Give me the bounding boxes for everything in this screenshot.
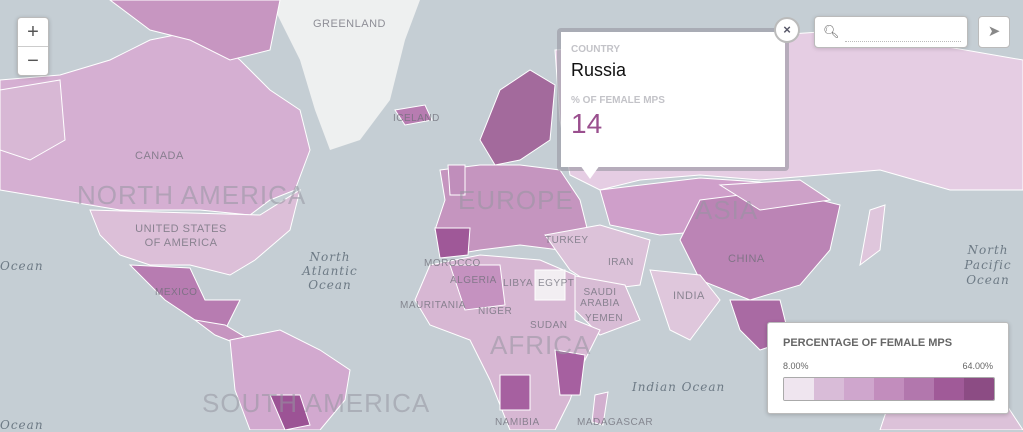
- legend-min: 8.00%: [783, 361, 809, 371]
- zoom-out-button[interactable]: −: [18, 46, 48, 75]
- country-angola: [499, 374, 531, 411]
- label-asia: ASIA: [695, 195, 759, 225]
- label-libya: LIBYA: [503, 278, 534, 289]
- label-niger: NIGER: [478, 306, 513, 317]
- label-greenland: GREENLAND: [313, 18, 386, 30]
- country-popup: COUNTRY Russia % OF FEMALE MPS 14: [557, 28, 789, 171]
- label-north-atlantic: North Atlantic Ocean: [302, 250, 358, 292]
- country-spain: [434, 227, 471, 259]
- canada-islands: [109, 0, 281, 61]
- label-india: INDIA: [673, 290, 705, 302]
- popup-close-button[interactable]: ×: [774, 17, 800, 43]
- country-name: Russia: [571, 60, 627, 80]
- metric-label: % OF FEMALE MPS: [571, 95, 665, 106]
- label-saudi: SAUDI ARABIA: [580, 287, 620, 309]
- country-egypt: [534, 269, 566, 301]
- search-icon: 🔍︎: [823, 24, 840, 39]
- label-turkey: TURKEY: [545, 235, 589, 246]
- country-uk: [447, 164, 466, 196]
- country-south-america[interactable]: [229, 329, 351, 430]
- metric-value: 14: [571, 108, 603, 139]
- label-canada: CANADA: [135, 150, 184, 162]
- label-sudan: SUDAN: [530, 320, 568, 331]
- country-alaska: [0, 79, 66, 161]
- label-south-america: SOUTH AMERICA: [202, 388, 431, 418]
- country-mexico[interactable]: [128, 264, 241, 331]
- label-usa: UNITED STATES OF AMERICA: [135, 223, 227, 249]
- label-africa: AFRICA: [490, 330, 592, 360]
- zoom-in-button[interactable]: +: [27, 21, 39, 43]
- zoom-control: + −: [17, 17, 49, 76]
- country-east-africa: [554, 349, 586, 396]
- paper-plane-icon: ➤: [987, 23, 1001, 40]
- legend-max: 64.00%: [962, 361, 993, 371]
- country-mongolia: [718, 179, 832, 211]
- label-ocean-left-bottom: Ocean: [0, 418, 44, 432]
- search-box: 🔍︎: [814, 16, 968, 48]
- legend-title: PERCENTAGE OF FEMALE MPS: [783, 337, 953, 349]
- country-canada[interactable]: [0, 29, 311, 216]
- greenland: [270, 0, 420, 150]
- country-algeria: [449, 264, 506, 311]
- label-mauritania: MAURITANIA: [400, 300, 466, 311]
- label-morocco: MOROCCO: [424, 258, 481, 269]
- country-usa[interactable]: [89, 188, 301, 276]
- country-iceland[interactable]: [394, 104, 433, 126]
- label-algeria: ALGERIA: [450, 275, 497, 286]
- legend: PERCENTAGE OF FEMALE MPS 8.00% 64.00%: [767, 322, 1009, 414]
- legend-color-scale: [783, 377, 995, 401]
- legend-swatch-3: [874, 378, 904, 400]
- share-button[interactable]: ➤: [978, 16, 1010, 48]
- label-north-america: NORTH AMERICA: [77, 180, 307, 210]
- legend-swatch-0: [784, 378, 814, 400]
- label-indian-ocean: Indian Ocean: [632, 380, 726, 394]
- label-yemen: YEMEN: [585, 313, 624, 324]
- legend-swatch-4: [904, 378, 934, 400]
- country-label: COUNTRY: [571, 44, 621, 55]
- legend-swatch-1: [814, 378, 844, 400]
- label-europe: EUROPE: [458, 185, 574, 215]
- label-egypt: EGYPT: [538, 278, 575, 289]
- legend-swatch-5: [934, 378, 964, 400]
- country-japan: [859, 204, 886, 267]
- legend-swatch-6: [964, 378, 994, 400]
- country-turkey-iran: [544, 224, 651, 291]
- legend-swatch-2: [844, 378, 874, 400]
- country-madagascar: [591, 391, 609, 426]
- popup-tail: [580, 165, 600, 179]
- label-namibia: NAMIBIA: [495, 417, 540, 428]
- label-north-pacific: North Pacific Ocean: [964, 243, 1012, 287]
- label-iceland: ICELAND: [393, 113, 440, 124]
- label-ocean-left: Ocean: [0, 259, 44, 273]
- label-mexico: MEXICO: [155, 287, 198, 298]
- country-bolivia: [269, 394, 311, 430]
- label-china: CHINA: [728, 253, 765, 265]
- country-india[interactable]: [649, 269, 721, 341]
- country-scandinavia[interactable]: [479, 69, 556, 166]
- search-input[interactable]: [845, 25, 961, 42]
- label-madagascar: MADAGASCAR: [577, 417, 654, 428]
- label-iran: IRAN: [608, 257, 634, 268]
